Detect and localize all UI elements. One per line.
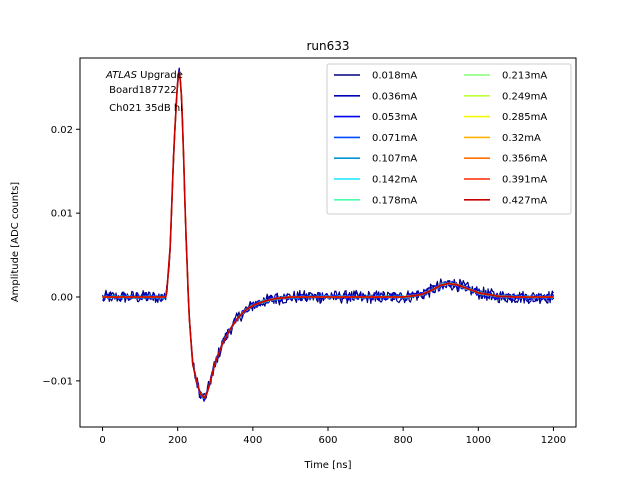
series-line-0.427mA (102, 71, 554, 399)
legend-label-0.071mA: 0.071mA (372, 133, 417, 144)
chart-title: run633 (306, 39, 349, 53)
legend-label-0.018mA: 0.018mA (372, 71, 417, 82)
legend-label-0.178mA: 0.178mA (372, 195, 417, 206)
atlas-annotation: ATLAS Upgrade Board187722 Ch021 35dB hi (105, 70, 183, 114)
legend-box (326, 63, 572, 215)
annotation-line-2: Board187722 (106, 85, 177, 96)
series-layer (101, 67, 555, 402)
legend-label-0.036mA: 0.036mA (372, 91, 417, 102)
y-tick-label: 0.02 (51, 125, 73, 136)
x-tick-label: 600 (318, 435, 337, 446)
x-axis: 0 200 400 600 800 1000 1200 (99, 427, 566, 446)
x-tick-label: 400 (243, 435, 262, 446)
x-tick-label: 1000 (466, 435, 491, 446)
y-tick-label: 0.01 (51, 209, 73, 220)
x-axis-label: Time [ns] (303, 460, 351, 471)
legend-label-0.142mA: 0.142mA (372, 175, 417, 186)
x-tick-label: 800 (394, 435, 413, 446)
annotation-line-3: Ch021 35dB hi (106, 103, 183, 114)
annotation-atlas: ATLAS (105, 70, 138, 81)
legend-label-0.32mA: 0.32mA (502, 133, 541, 144)
legend-label-0.356mA: 0.356mA (502, 154, 547, 165)
annotation-line-1: ATLAS Upgrade (105, 70, 183, 81)
y-tick-label: 0.00 (51, 293, 73, 304)
legend: 0.018mA 0.036mA 0.053mA 0.071mA 0.107mA 0.142… (326, 63, 572, 215)
legend-label-0.391mA: 0.391mA (502, 175, 547, 186)
legend-label-0.213mA: 0.213mA (502, 71, 547, 82)
x-tick-label: 200 (168, 435, 187, 446)
legend-label-0.053mA: 0.053mA (372, 112, 417, 123)
annotation-upgrade: Upgrade (137, 70, 183, 81)
legend-label-0.249mA: 0.249mA (502, 91, 547, 102)
legend-label-0.427mA: 0.427mA (502, 195, 547, 206)
legend-label-0.285mA: 0.285mA (502, 112, 547, 123)
x-tick-label: 0 (99, 435, 105, 446)
y-axis: −0.01 0.00 0.01 0.02 (42, 125, 80, 387)
x-tick-label: 1200 (541, 435, 566, 446)
y-axis-label: Amplitude [ADC counts] (10, 182, 21, 302)
y-tick-label: −0.01 (42, 376, 73, 387)
legend-label-0.107mA: 0.107mA (372, 154, 417, 165)
